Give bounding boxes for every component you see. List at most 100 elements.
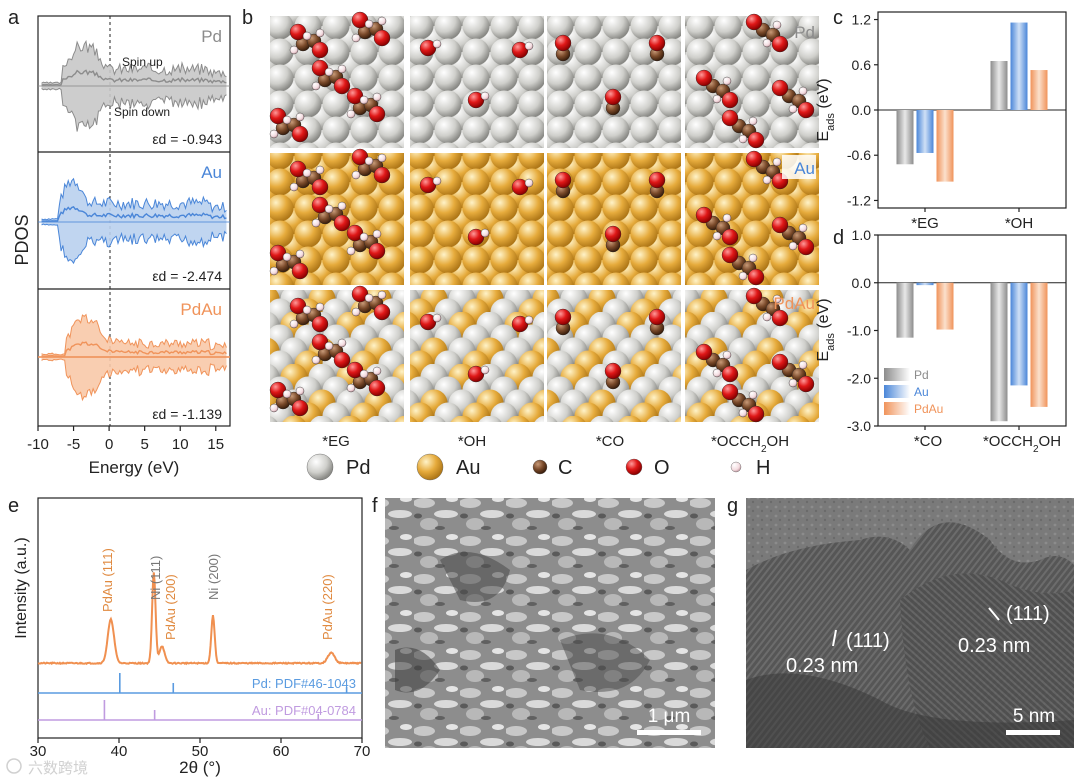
atom-h xyxy=(762,38,772,48)
bar-pdau-0 xyxy=(936,282,954,330)
atom-h xyxy=(302,305,312,315)
atom-h xyxy=(282,252,292,262)
panel-label-e: e xyxy=(8,495,19,517)
ed-au: εd = -2.474 xyxy=(152,268,222,284)
atom-h xyxy=(269,129,279,139)
bar-pd-1 xyxy=(990,61,1008,110)
panel-g: g (111) 0.23 nm (111) 0.23 nm 5 nm xyxy=(727,495,1074,748)
slab-surface xyxy=(410,16,544,148)
atom-h xyxy=(269,403,279,413)
pdos-curves xyxy=(38,39,230,402)
panel-b: b Pd Au PdAu *EG *OH *CO *OCCH2OH Pd Au C O… xyxy=(242,7,819,481)
panel-a: a PDOS -10 -5 0 5 10 15 Pd Spin up Spin down … xyxy=(8,7,231,477)
atom-h xyxy=(798,360,808,370)
bar-pd-0 xyxy=(896,282,914,338)
atom-h xyxy=(788,104,798,114)
d-cat-label-co: *CO xyxy=(914,433,942,450)
atom-o xyxy=(771,353,789,371)
atom-h xyxy=(798,223,808,233)
d-cat-label-occh2oh: *OCCH2OH xyxy=(983,433,1061,455)
y-tick-label: -3.0 xyxy=(847,418,871,434)
eads-ylabel-c: Eads (eV) xyxy=(815,78,837,141)
atom-o xyxy=(554,171,572,189)
atom-o xyxy=(648,171,666,189)
atom-h xyxy=(788,378,798,388)
atom-o xyxy=(373,166,391,184)
legend-label-h: H xyxy=(756,457,770,479)
atom-o xyxy=(311,41,329,59)
pdos-x-tick-label: -10 xyxy=(27,436,49,453)
legend-swatch-au xyxy=(884,385,910,398)
panel-f: f 1 μm xyxy=(372,495,715,748)
chart-c: 1.2 0.6 0.0 -0.6 -1.2 *EG *OH xyxy=(847,11,1067,232)
row-label-pdau: PdAu xyxy=(773,294,815,313)
legend-atom-pd xyxy=(306,453,334,481)
legend-swatch-pd xyxy=(884,368,910,381)
atom-h xyxy=(351,307,361,317)
atom-h xyxy=(432,313,442,323)
sem-shadow-2 xyxy=(560,633,650,692)
atom-o xyxy=(604,88,622,106)
atom-h xyxy=(295,112,305,122)
sem-shadow-3 xyxy=(395,647,440,693)
atom-h xyxy=(364,19,374,29)
atom-o xyxy=(745,150,763,168)
atom-h xyxy=(748,390,758,400)
panel-label-c: c xyxy=(833,7,843,29)
legend-swatch-pdau xyxy=(884,402,910,415)
peak-label: PdAu (220) xyxy=(320,574,335,640)
pdos-down-pd xyxy=(41,87,227,132)
atom-h xyxy=(364,293,374,303)
atom-h xyxy=(289,182,299,192)
xrd-frame xyxy=(37,497,363,739)
pdos-label-pdau: PdAu xyxy=(180,300,222,319)
atom-h xyxy=(324,67,334,77)
row-label-au: Au xyxy=(794,159,815,178)
model-co-au xyxy=(547,153,681,285)
atom-o xyxy=(333,77,351,95)
bar-au-0 xyxy=(916,282,934,286)
model-co-pdau xyxy=(547,290,681,422)
bar-pdau-1 xyxy=(1030,70,1048,110)
panel-label-f: f xyxy=(372,495,378,517)
ref-label: Au: PDF#04-0784 xyxy=(252,703,356,718)
atom-h xyxy=(762,175,772,185)
peak-label: Ni (111) xyxy=(148,556,163,600)
atom-o xyxy=(771,35,789,53)
bar-pd-0 xyxy=(896,110,914,165)
legend-label-pd: Pd xyxy=(914,368,929,382)
model-oh-pdau xyxy=(410,290,544,422)
atom-h xyxy=(480,91,490,101)
panel-e: e Intensity (a.u.) PdAu (111) Ni (111) PdA… xyxy=(8,495,370,777)
atom-h xyxy=(351,170,361,180)
panel-c: c Eads (eV) 1.2 0.6 0.0 -0.6 -1.2 *EG *OH xyxy=(815,7,1067,232)
bar-pd-1 xyxy=(990,282,1008,422)
atom-o xyxy=(311,315,329,333)
y-tick-label: 0.0 xyxy=(852,275,872,291)
model-occh2oh-pdau xyxy=(685,287,819,423)
atom-h xyxy=(311,81,321,91)
pdos-up-pd xyxy=(41,39,227,85)
col-label-occh2oh: *OCCH2OH xyxy=(711,433,789,455)
sem-shadow-1 xyxy=(440,552,510,602)
atom-h xyxy=(712,231,722,241)
atom-h xyxy=(712,368,722,378)
atom-h xyxy=(524,315,534,325)
pdos-x-axis: -10 -5 0 5 10 15 xyxy=(27,426,224,453)
x-cat-label: *EG xyxy=(911,215,939,232)
peak-label: PdAu (200) xyxy=(163,574,178,640)
atom-o xyxy=(747,268,765,286)
x-cat-label: *OH xyxy=(1005,215,1033,232)
slab-surface xyxy=(410,290,544,422)
tem-scale-label: 5 nm xyxy=(1013,706,1055,727)
panel-label-a: a xyxy=(8,7,20,29)
legend-atom-au xyxy=(416,453,444,481)
atom-o xyxy=(373,29,391,47)
tem-marker-1 xyxy=(832,629,837,647)
pdos-projected-pd xyxy=(41,69,227,86)
legend-label-pd: Pd xyxy=(346,457,370,479)
model-occh2oh-pd xyxy=(685,13,819,149)
model-eg-au xyxy=(269,148,404,285)
atom-o xyxy=(333,214,351,232)
pdos-fill-au xyxy=(41,178,227,264)
